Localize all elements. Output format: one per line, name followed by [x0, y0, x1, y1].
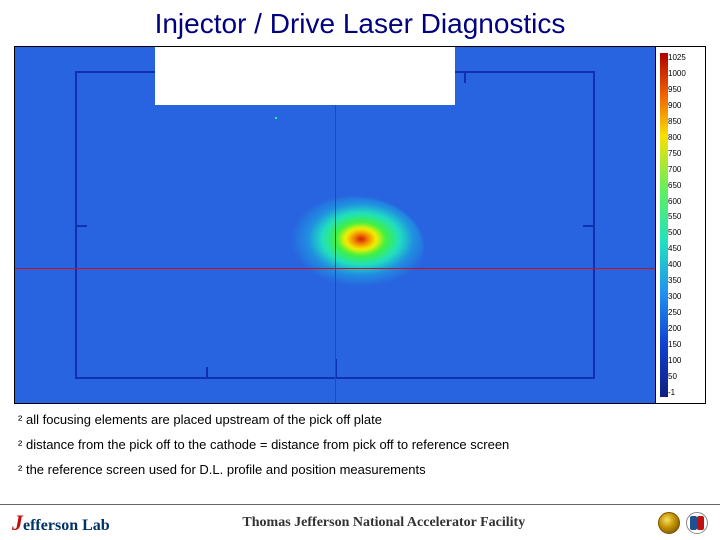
jsa-logo-icon — [686, 512, 708, 534]
colorbar-tick: 1025 — [668, 54, 686, 62]
colorbar-tick: 850 — [668, 118, 681, 126]
heatmap-panel: 1025 1000 950 900 850 800 750 700 650 600 550 500 45… — [14, 46, 706, 404]
colorbar-gradient — [660, 53, 668, 397]
colorbar-tick: 300 — [668, 293, 681, 301]
bullet-item: ² distance from the pick off to the cath… — [18, 437, 702, 452]
colorbar-tick: 650 — [668, 182, 681, 190]
colorbar-tick: 200 — [668, 325, 681, 333]
frame-tick — [583, 225, 595, 227]
frame-tick — [206, 367, 208, 379]
footer-center-text: Thomas Jefferson National Accelerator Fa… — [120, 515, 648, 531]
colorbar-tick: 250 — [668, 309, 681, 317]
colorbar-tick: 50 — [668, 373, 677, 381]
colorbar-tick: 800 — [668, 134, 681, 142]
jlab-logo-text: efferson Lab — [23, 517, 110, 535]
bullet-list: ² all focusing elements are placed upstr… — [18, 412, 702, 477]
overlay-box — [155, 47, 455, 105]
colorbar-tick: 600 — [668, 198, 681, 206]
beam-spot — [284, 197, 424, 302]
bullet-item: ² the reference screen used for D.L. pro… — [18, 462, 702, 477]
colorbar-tick: 100 — [668, 357, 681, 365]
colorbar-tick: 750 — [668, 150, 681, 158]
page-title: Injector / Drive Laser Diagnostics — [0, 0, 720, 46]
colorbar-tick: 900 — [668, 102, 681, 110]
colorbar-tick: 950 — [668, 86, 681, 94]
noise-pixel — [275, 117, 277, 119]
footer: Jefferson Lab Thomas Jefferson National … — [0, 504, 720, 540]
colorbar-tick: 1000 — [668, 70, 686, 78]
frame-tick — [75, 225, 87, 227]
colorbar-tick: 700 — [668, 166, 681, 174]
footer-badges — [658, 512, 708, 534]
colorbar-tick: 500 — [668, 229, 681, 237]
colorbar: 1025 1000 950 900 850 800 750 700 650 600 550 500 45… — [655, 47, 705, 403]
colorbar-tick: 150 — [668, 341, 681, 349]
frame-tick — [464, 71, 466, 83]
jlab-logo: Jefferson Lab — [12, 510, 110, 536]
jlab-logo-j: J — [12, 510, 23, 536]
bullet-item: ² all focusing elements are placed upstr… — [18, 412, 702, 427]
colorbar-tick: 400 — [668, 261, 681, 269]
colorbar-tick: 350 — [668, 277, 681, 285]
colorbar-tick: -1 — [668, 389, 675, 397]
heatmap-canvas — [15, 47, 655, 403]
colorbar-tick: 550 — [668, 213, 681, 221]
colorbar-tick: 450 — [668, 245, 681, 253]
doe-seal-icon — [658, 512, 680, 534]
